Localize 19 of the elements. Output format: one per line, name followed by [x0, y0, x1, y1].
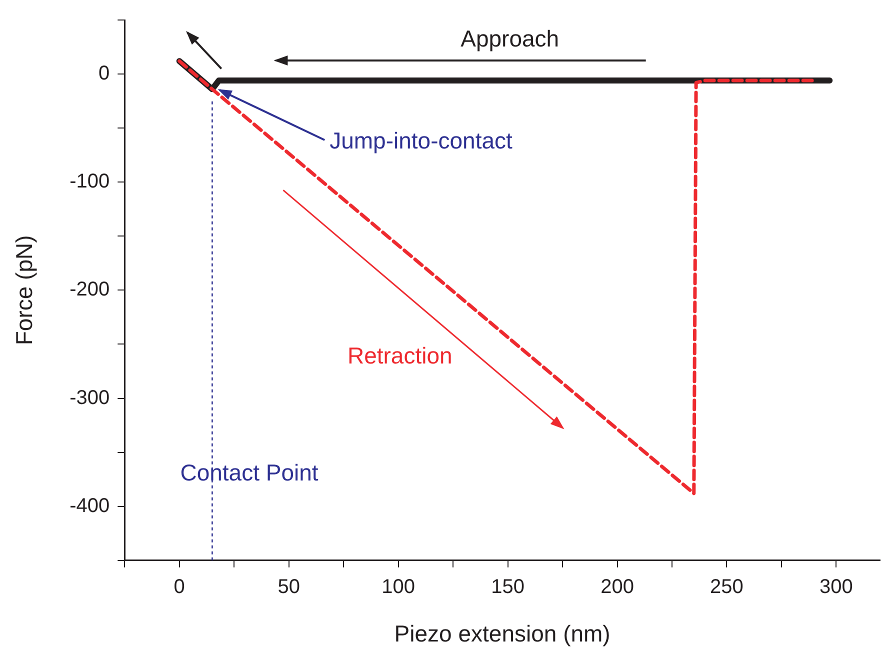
- line-series: [178, 59, 816, 496]
- x-tick-label: 0: [174, 576, 185, 598]
- y-tick-label: -200: [70, 278, 110, 301]
- ref-line-label: Contact Point: [180, 459, 319, 486]
- x-tick-label: 300: [820, 576, 853, 598]
- y-tick-label: -300: [70, 386, 110, 409]
- annotation: Jump-into-contact: [330, 127, 513, 154]
- annotation: Retraction: [347, 342, 452, 369]
- x-axis-title: Piezo extension (nm): [394, 620, 610, 647]
- y-axis-title: Force (pN): [11, 235, 38, 346]
- y-tick-label: -100: [70, 170, 110, 193]
- annotation: Approach: [460, 25, 560, 52]
- y-tick-label: -400: [70, 494, 110, 517]
- x-tick-label: 100: [382, 576, 415, 598]
- x-tick-label: 50: [278, 576, 300, 598]
- x-tick-label: 200: [600, 576, 634, 598]
- x-tick-label: 250: [710, 576, 744, 598]
- y-tick-label: 0: [98, 62, 110, 85]
- x-tick-label: 150: [491, 576, 524, 598]
